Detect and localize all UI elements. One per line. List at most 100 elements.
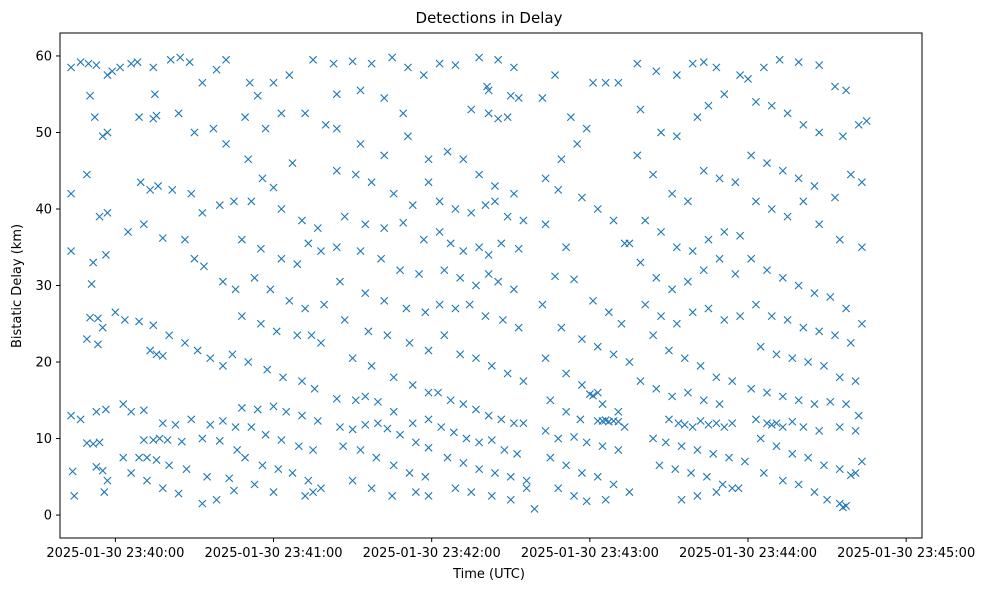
data-point <box>301 304 310 313</box>
data-point <box>831 82 839 91</box>
data-point <box>332 394 341 403</box>
data-point <box>609 350 618 359</box>
data-point <box>506 91 515 100</box>
data-point <box>688 308 697 317</box>
data-point <box>573 139 582 148</box>
data-point <box>609 216 618 225</box>
data-point <box>261 430 270 439</box>
data-point <box>484 250 493 259</box>
data-point <box>783 315 792 324</box>
data-point <box>449 428 458 437</box>
data-point <box>459 459 468 468</box>
data-point <box>696 361 705 370</box>
data-point <box>715 174 724 183</box>
data-point <box>465 300 474 309</box>
data-point <box>728 484 737 493</box>
data-point <box>98 323 107 332</box>
data-point <box>171 420 180 429</box>
data-point <box>471 281 480 290</box>
data-point <box>846 471 855 480</box>
data-point <box>804 358 813 367</box>
data-point <box>522 476 531 485</box>
data-point <box>562 243 571 252</box>
data-point <box>693 491 702 500</box>
data-point <box>783 212 792 221</box>
data-point <box>256 244 265 253</box>
data-point <box>100 488 109 497</box>
data-point <box>339 442 348 451</box>
data-point <box>566 113 575 122</box>
data-point <box>380 224 389 233</box>
data-point <box>298 216 306 225</box>
data-point <box>198 78 207 87</box>
data-point <box>261 124 270 133</box>
data-point <box>158 484 167 493</box>
y-tick-label: 10 <box>35 432 52 447</box>
data-point <box>98 132 107 141</box>
data-point <box>617 319 626 328</box>
data-point <box>361 289 370 298</box>
data-point <box>437 423 446 432</box>
data-point <box>231 285 240 294</box>
data-point <box>127 468 136 477</box>
data-point <box>731 178 740 187</box>
data-point <box>484 86 493 95</box>
data-point <box>440 331 449 340</box>
data-point <box>263 365 272 374</box>
data-point <box>775 55 784 64</box>
data-point <box>810 488 819 497</box>
data-point <box>522 484 531 493</box>
data-point <box>799 197 808 206</box>
data-point <box>842 501 851 510</box>
data-point <box>212 65 221 74</box>
data-point <box>589 296 598 305</box>
data-point <box>672 319 681 328</box>
data-point <box>554 185 563 194</box>
data-point <box>481 312 490 321</box>
data-point <box>649 434 658 443</box>
data-point <box>258 461 267 470</box>
data-point <box>446 396 455 405</box>
data-point <box>846 170 855 179</box>
data-point <box>704 101 713 110</box>
data-point <box>241 453 250 462</box>
data-point <box>857 178 866 187</box>
data-point <box>451 61 460 70</box>
data-point <box>277 204 286 213</box>
data-point <box>135 113 144 122</box>
y-axis: 0 10 20 30 40 50 60 <box>35 49 60 524</box>
data-point <box>778 392 787 401</box>
data-point <box>672 71 681 80</box>
data-point <box>783 109 792 118</box>
data-point <box>421 308 430 317</box>
data-point <box>562 461 571 470</box>
data-point <box>199 262 208 271</box>
data-point <box>519 377 528 386</box>
data-point <box>143 453 151 462</box>
data-point <box>403 132 412 141</box>
data-point <box>459 155 468 164</box>
data-point <box>301 109 310 118</box>
data-point <box>149 321 158 330</box>
data-point <box>462 434 471 443</box>
data-point <box>725 453 734 462</box>
data-point <box>89 258 98 267</box>
data-point <box>82 335 91 344</box>
data-point <box>509 63 518 72</box>
data-point <box>87 279 96 288</box>
data-point <box>490 182 499 191</box>
data-point <box>451 484 460 493</box>
data-point <box>851 426 860 435</box>
data-point <box>279 373 288 382</box>
data-point <box>728 377 737 386</box>
data-point <box>593 472 602 481</box>
y-tick-label: 60 <box>35 49 52 64</box>
data-point <box>557 155 566 164</box>
data-point <box>415 270 424 279</box>
data-point <box>84 59 93 68</box>
data-point <box>149 436 158 445</box>
data-point <box>206 420 215 429</box>
data-point <box>98 466 107 475</box>
data-point <box>288 159 297 168</box>
